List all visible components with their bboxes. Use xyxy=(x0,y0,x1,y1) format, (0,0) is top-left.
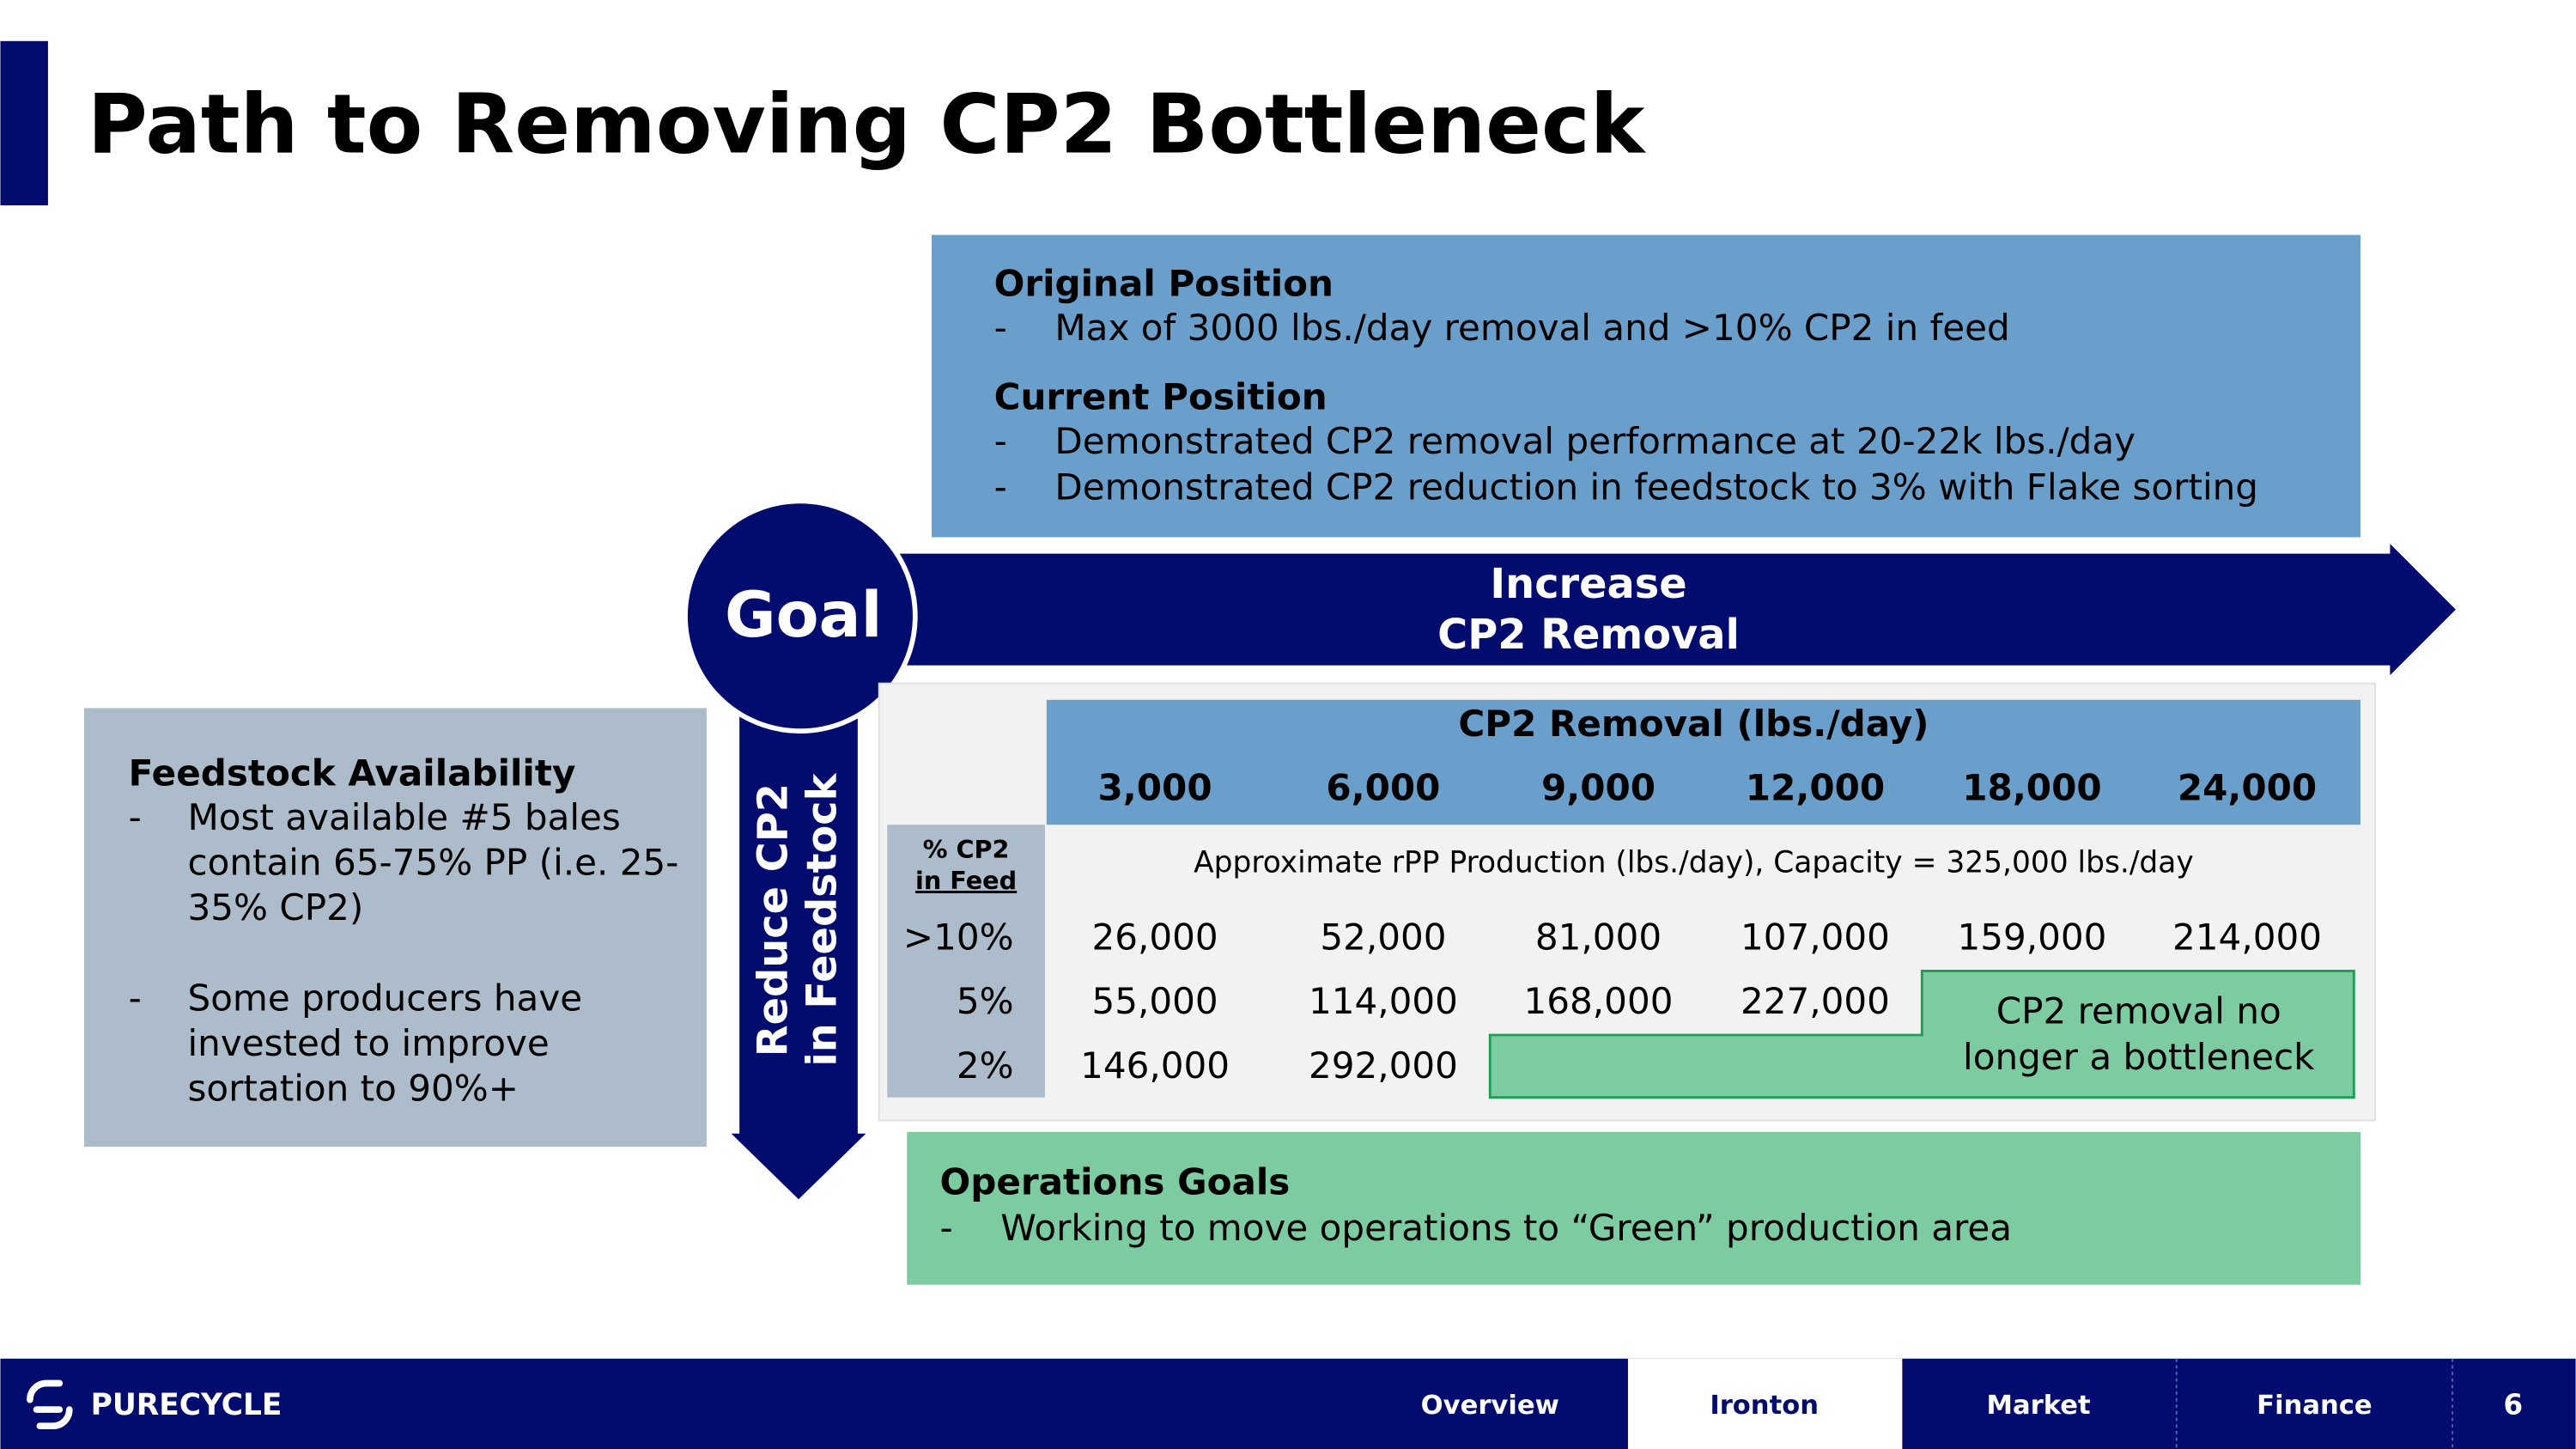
reduce-arrow xyxy=(731,665,866,1200)
green-zone xyxy=(1488,969,2355,1099)
row-header: % CP2 xyxy=(923,835,1010,864)
table-cell: 292,000 xyxy=(1309,1044,1458,1087)
arrow-label: in Feedstock xyxy=(799,772,847,1066)
table-cell: 214,000 xyxy=(2172,916,2322,959)
table-cell: 159,000 xyxy=(1957,916,2106,959)
green-note: longer a bottleneck xyxy=(1963,1036,2315,1078)
arrow-label: Reduce CP2 xyxy=(750,783,797,1056)
dash: - xyxy=(994,466,1007,508)
column-header: 9,000 xyxy=(1541,767,1656,809)
title-accent xyxy=(0,40,48,206)
bullet-line: contain 65-75% PP (i.e. 25- xyxy=(187,842,678,884)
footer xyxy=(0,1358,2576,1449)
bullet: Demonstrated CP2 removal performance at … xyxy=(1054,420,2136,462)
logo: PURECYCLE xyxy=(91,1388,283,1422)
nav-tab-active xyxy=(1627,1358,1903,1449)
arrow-label: Increase xyxy=(1490,561,1686,608)
table-cell: 52,000 xyxy=(1320,916,1446,959)
bullet-line: sortation to 90%+ xyxy=(187,1068,518,1110)
operations-box xyxy=(907,1131,2360,1285)
table-cell: 107,000 xyxy=(1741,916,1890,959)
goal-circle xyxy=(683,498,918,734)
nav-item[interactable]: Market xyxy=(1987,1391,2091,1421)
column-header: 6,000 xyxy=(1326,767,1440,809)
reduce-label: Reduce CP2 in Feedstock xyxy=(750,772,846,1066)
position-box xyxy=(931,234,2360,538)
bullet-line: Most available #5 bales xyxy=(187,796,620,838)
column-header: 18,000 xyxy=(1962,767,2101,809)
dash: - xyxy=(129,796,142,838)
bullet: Working to move operations to “Green” pr… xyxy=(1000,1207,2012,1249)
nav: Overview Ironton Market Finance xyxy=(1421,1358,2454,1449)
table-cell: 81,000 xyxy=(1535,916,1662,959)
table-note: Approximate rPP Production (lbs./day), C… xyxy=(1194,846,2194,880)
green-note: CP2 removal no xyxy=(1996,990,2281,1032)
heading: Original Position xyxy=(994,262,1334,304)
table-body: 3,000 6,000 9,000 12,000 18,000 24,000 >10% 26,… xyxy=(903,767,2322,1087)
heading: Feedstock Availability xyxy=(129,752,576,794)
table-cell: 114,000 xyxy=(1309,980,1458,1022)
heading: Operations Goals xyxy=(940,1161,1291,1203)
bullet-line: 35% CP2) xyxy=(187,886,363,928)
row-header: in Feed xyxy=(915,866,1017,895)
column-header: 3,000 xyxy=(1098,767,1212,809)
dash: - xyxy=(129,977,142,1019)
table-cell: 146,000 xyxy=(1080,1044,1230,1087)
column-header: 24,000 xyxy=(2178,767,2317,809)
increase-arrow xyxy=(887,544,2456,676)
page-number: 6 xyxy=(2504,1388,2524,1421)
logo-icon xyxy=(27,1379,73,1430)
dash: - xyxy=(994,307,1007,349)
title: Path to Removing CP2 Bottleneck xyxy=(88,76,1647,172)
table-cell: 55,000 xyxy=(1091,980,1218,1022)
dash: - xyxy=(940,1207,953,1249)
table-header-band xyxy=(1046,699,2360,825)
row-label: >10% xyxy=(903,916,1014,959)
nav-item[interactable]: Finance xyxy=(2257,1391,2372,1421)
arrow-label: CP2 Removal xyxy=(1437,612,1740,659)
row-label: 2% xyxy=(957,1044,1014,1087)
heading: Current Position xyxy=(994,375,1327,417)
column-header: 12,000 xyxy=(1746,767,1885,809)
row-header-band xyxy=(887,825,1045,1098)
bullet-line: invested to improve xyxy=(187,1022,549,1064)
goal-label: Goal xyxy=(725,580,883,652)
bullet: Max of 3000 lbs./day removal and >10% CP… xyxy=(1054,307,2009,349)
table-cell: 168,000 xyxy=(1524,980,1674,1022)
dash: - xyxy=(994,420,1007,462)
table-cell: 227,000 xyxy=(1741,980,1890,1022)
feedstock-box xyxy=(83,708,707,1148)
table-header: CP2 Removal (lbs./day) xyxy=(1458,703,1929,745)
bullet-line: Some producers have xyxy=(187,977,582,1019)
row-label: 5% xyxy=(957,980,1014,1022)
nav-item[interactable]: Ironton xyxy=(1710,1391,1819,1421)
bullet: Demonstrated CP2 reduction in feedstock … xyxy=(1054,466,2258,508)
nav-item[interactable]: Overview xyxy=(1421,1391,1559,1421)
table-cell: 26,000 xyxy=(1091,916,1218,959)
